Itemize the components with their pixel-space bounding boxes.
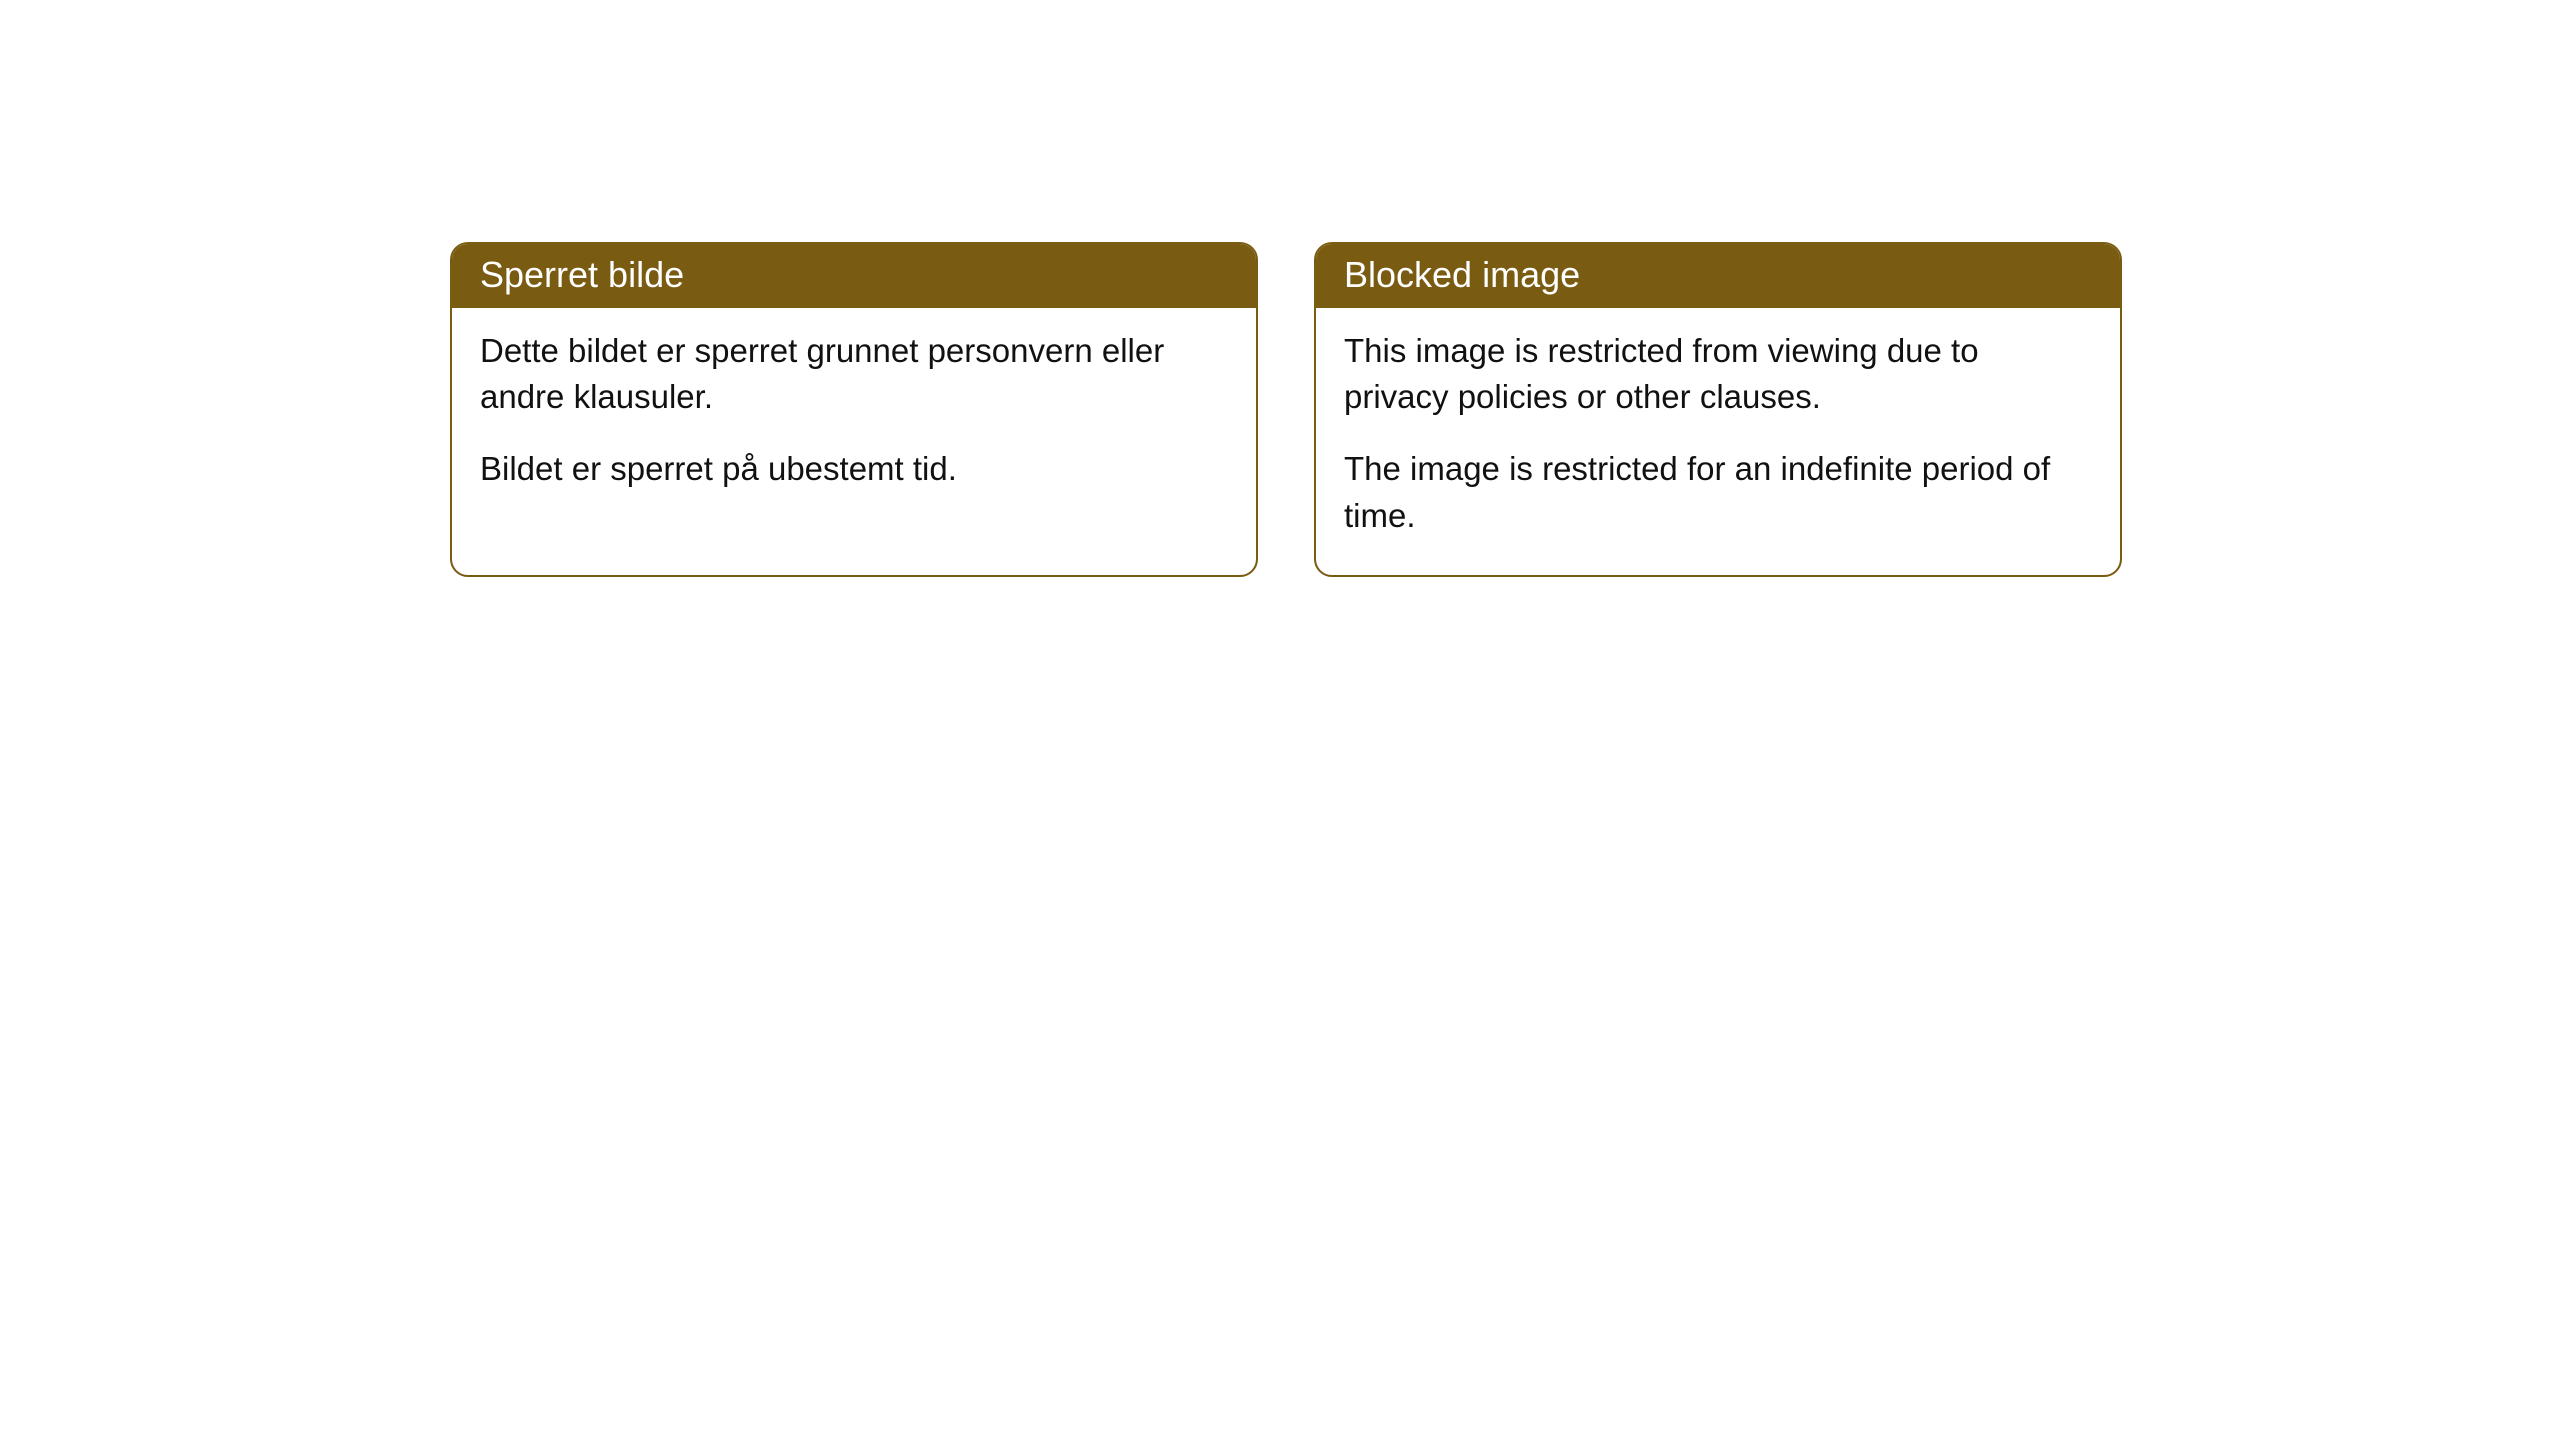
card-header-english: Blocked image <box>1316 244 2120 308</box>
card-paragraph: This image is restricted from viewing du… <box>1344 328 2092 420</box>
card-paragraph: Bildet er sperret på ubestemt tid. <box>480 446 1228 492</box>
card-header-norwegian: Sperret bilde <box>452 244 1256 308</box>
card-english: Blocked image This image is restricted f… <box>1314 242 2122 577</box>
card-body-norwegian: Dette bildet er sperret grunnet personve… <box>452 308 1256 529</box>
card-norwegian: Sperret bilde Dette bildet er sperret gr… <box>450 242 1258 577</box>
card-paragraph: The image is restricted for an indefinit… <box>1344 446 2092 538</box>
card-body-english: This image is restricted from viewing du… <box>1316 308 2120 575</box>
card-paragraph: Dette bildet er sperret grunnet personve… <box>480 328 1228 420</box>
cards-container: Sperret bilde Dette bildet er sperret gr… <box>450 242 2122 577</box>
